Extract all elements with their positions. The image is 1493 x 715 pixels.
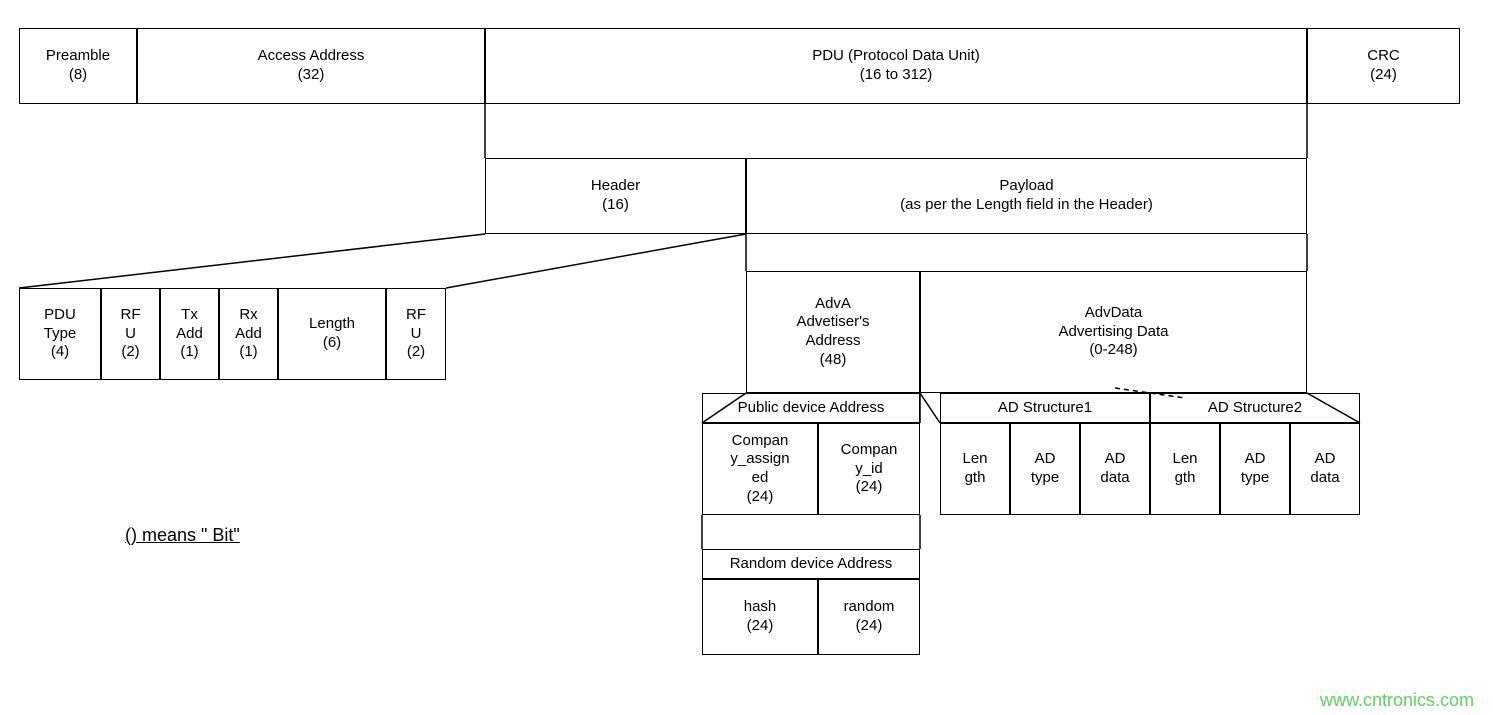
ad2-data-box: AD data <box>1290 423 1360 515</box>
preamble-box: Preamble (8) <box>19 28 137 104</box>
company-id-name: Compan y_id <box>841 441 898 479</box>
crc-bits: (24) <box>1370 66 1397 85</box>
access-name: Access Address <box>258 47 365 66</box>
crc-box: CRC (24) <box>1307 28 1460 104</box>
ad1-length-name: Len gth <box>962 450 987 488</box>
pdu-type-name: PDU Type <box>44 306 77 344</box>
pdu-type-bits: (4) <box>51 343 69 362</box>
pdu-type-box: PDU Type (4) <box>19 288 101 380</box>
header-bits: (16) <box>602 196 629 215</box>
ad2-type-name: AD type <box>1241 450 1269 488</box>
random-addr-text: Random device Address <box>730 555 893 574</box>
ad1-length-box: Len gth <box>940 423 1010 515</box>
rxadd-name: Rx Add <box>235 306 262 344</box>
payload-box: Payload (as per the Length field in the … <box>746 158 1307 234</box>
length-bits: (6) <box>323 334 341 353</box>
header-name: Header <box>591 177 640 196</box>
pdu-bits: (16 to 312) <box>860 66 933 85</box>
ad2-data-name: AD data <box>1310 450 1339 488</box>
company-assigned-name: Compan y_assign ed <box>730 432 789 488</box>
length-box: Length (6) <box>278 288 386 380</box>
advdata-box: AdvData Advertising Data (0-248) <box>920 271 1307 393</box>
payload-name: Payload <box>999 177 1053 196</box>
rxadd-bits: (1) <box>239 343 257 362</box>
header-box: Header (16) <box>485 158 746 234</box>
advdata-bits: (0-248) <box>1089 341 1137 360</box>
advdata-name: AdvData Advertising Data <box>1058 304 1168 342</box>
ad1-type-name: AD type <box>1031 450 1059 488</box>
rfu1-box: RF U (2) <box>101 288 160 380</box>
rfu1-name: RF U <box>121 306 141 344</box>
rfu2-name: RF U <box>406 306 426 344</box>
ad1-data-name: AD data <box>1100 450 1129 488</box>
ad2-length-name: Len gth <box>1172 450 1197 488</box>
hash-bits: (24) <box>747 617 774 636</box>
company-assigned-bits: (24) <box>747 488 774 507</box>
ad-struct1-text: AD Structure1 <box>998 399 1092 418</box>
ad2-type-box: AD type <box>1220 423 1290 515</box>
hash-box: hash (24) <box>702 579 818 655</box>
company-id-box: Compan y_id (24) <box>818 423 920 515</box>
public-addr-text: Public device Address <box>738 399 885 418</box>
ad1-type-box: AD type <box>1010 423 1080 515</box>
preamble-name: Preamble <box>46 47 110 66</box>
ad1-data-box: AD data <box>1080 423 1150 515</box>
legend-text: () means " Bit" <box>125 525 240 546</box>
txadd-box: Tx Add (1) <box>160 288 219 380</box>
ad-struct1-header: AD Structure1 <box>940 393 1150 423</box>
hash-name: hash <box>744 598 777 617</box>
ad2-length-box: Len gth <box>1150 423 1220 515</box>
ad-struct2-text: AD Structure2 <box>1208 399 1302 418</box>
txadd-name: Tx Add <box>176 306 203 344</box>
random-box: random (24) <box>818 579 920 655</box>
random-name: random <box>844 598 895 617</box>
company-assigned-box: Compan y_assign ed (24) <box>702 423 818 515</box>
random-addr-header: Random device Address <box>702 549 920 579</box>
txadd-bits: (1) <box>180 343 198 362</box>
pdu-name: PDU (Protocol Data Unit) <box>812 47 980 66</box>
access-address-box: Access Address (32) <box>137 28 485 104</box>
access-bits: (32) <box>298 66 325 85</box>
public-addr-header: Public device Address <box>702 393 920 423</box>
watermark-text: www.cntronics.com <box>1320 690 1474 711</box>
rfu2-box: RF U (2) <box>386 288 446 380</box>
random-bits: (24) <box>856 617 883 636</box>
rxadd-box: Rx Add (1) <box>219 288 278 380</box>
preamble-bits: (8) <box>69 66 87 85</box>
ad-struct2-header: AD Structure2 <box>1150 393 1360 423</box>
payload-bits: (as per the Length field in the Header) <box>900 196 1153 215</box>
rfu1-bits: (2) <box>121 343 139 362</box>
rfu2-bits: (2) <box>407 343 425 362</box>
crc-name: CRC <box>1367 47 1400 66</box>
length-name: Length <box>309 315 355 334</box>
company-id-bits: (24) <box>856 478 883 497</box>
pdu-box: PDU (Protocol Data Unit) (16 to 312) <box>485 28 1307 104</box>
adva-bits: (48) <box>820 351 847 370</box>
adva-box: AdvA Advetiser's Address (48) <box>746 271 920 393</box>
adva-name: AdvA Advetiser's Address <box>797 295 870 351</box>
